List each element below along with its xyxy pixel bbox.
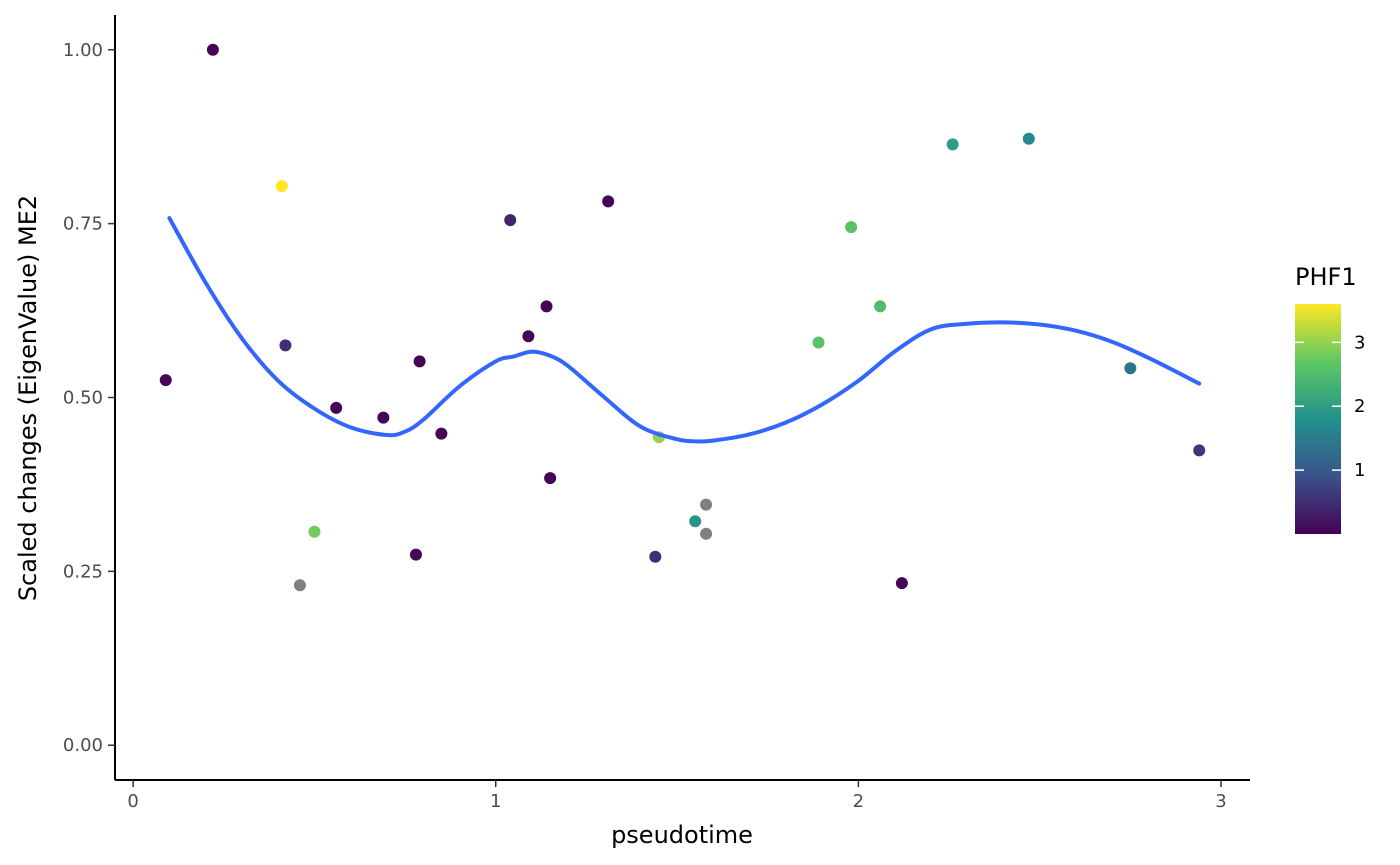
data-point	[1022, 132, 1035, 145]
data-point	[689, 515, 702, 528]
legend-tick-label: 3	[1354, 332, 1365, 353]
x-tick-label: 3	[1215, 791, 1226, 812]
data-point	[845, 221, 858, 234]
data-point	[409, 548, 422, 561]
data-point	[649, 550, 662, 563]
smooth-line	[167, 216, 1202, 444]
data-point	[206, 43, 219, 56]
y-axis: 0.00 0.25 0.50 0.75 1.00	[63, 15, 116, 780]
data-point	[1193, 444, 1206, 457]
data-point	[159, 374, 172, 387]
data-point	[700, 527, 713, 540]
data-point	[330, 401, 343, 414]
data-point	[700, 498, 713, 511]
y-tick-label: 1.00	[63, 40, 103, 61]
x-axis-title: pseudotime	[611, 821, 753, 849]
x-tick-label: 1	[490, 791, 501, 812]
y-axis-title: Scaled changes (EigenValue) ME2	[14, 195, 42, 601]
color-legend: PHF1 1 2 3	[1295, 263, 1365, 534]
data-point	[504, 214, 517, 227]
legend-tick-label: 2	[1354, 396, 1365, 417]
data-point	[279, 339, 292, 352]
data-point	[377, 411, 390, 424]
data-point	[544, 472, 557, 485]
data-point	[812, 336, 825, 349]
x-tick-label: 2	[853, 791, 864, 812]
y-tick-label: 0.00	[63, 735, 103, 756]
data-point	[602, 195, 615, 208]
data-point	[874, 300, 887, 313]
data-point	[1124, 362, 1137, 375]
legend-tick-label: 1	[1354, 460, 1365, 481]
legend-title: PHF1	[1295, 263, 1357, 291]
x-tick-label: 0	[127, 791, 138, 812]
y-tick-label: 0.50	[63, 388, 103, 409]
plot-panel	[159, 43, 1206, 592]
data-point	[308, 525, 321, 538]
data-point	[946, 138, 959, 151]
data-point	[413, 355, 426, 368]
data-point	[522, 330, 535, 343]
legend-colorbar	[1295, 304, 1341, 534]
y-tick-label: 0.25	[63, 561, 103, 582]
data-point	[540, 300, 553, 313]
data-point	[293, 579, 306, 592]
y-tick-label: 0.75	[63, 214, 103, 235]
data-point	[435, 427, 448, 440]
x-axis: 0 1 2 3	[115, 779, 1250, 812]
data-point	[275, 180, 288, 193]
data-point	[895, 577, 908, 590]
